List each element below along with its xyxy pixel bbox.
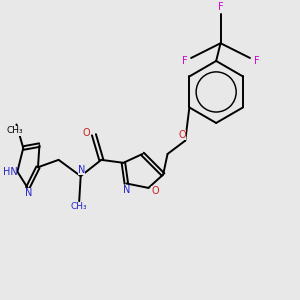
Text: F: F — [182, 56, 188, 66]
Text: N: N — [78, 165, 85, 175]
Text: CH₃: CH₃ — [7, 126, 23, 135]
Text: F: F — [218, 2, 224, 12]
Text: O: O — [178, 130, 186, 140]
Text: O: O — [83, 128, 90, 138]
Text: N: N — [123, 185, 130, 195]
Text: HN: HN — [3, 167, 17, 177]
Text: F: F — [254, 56, 259, 66]
Text: N: N — [26, 188, 33, 198]
Text: CH₃: CH₃ — [71, 202, 88, 211]
Text: O: O — [151, 186, 159, 196]
